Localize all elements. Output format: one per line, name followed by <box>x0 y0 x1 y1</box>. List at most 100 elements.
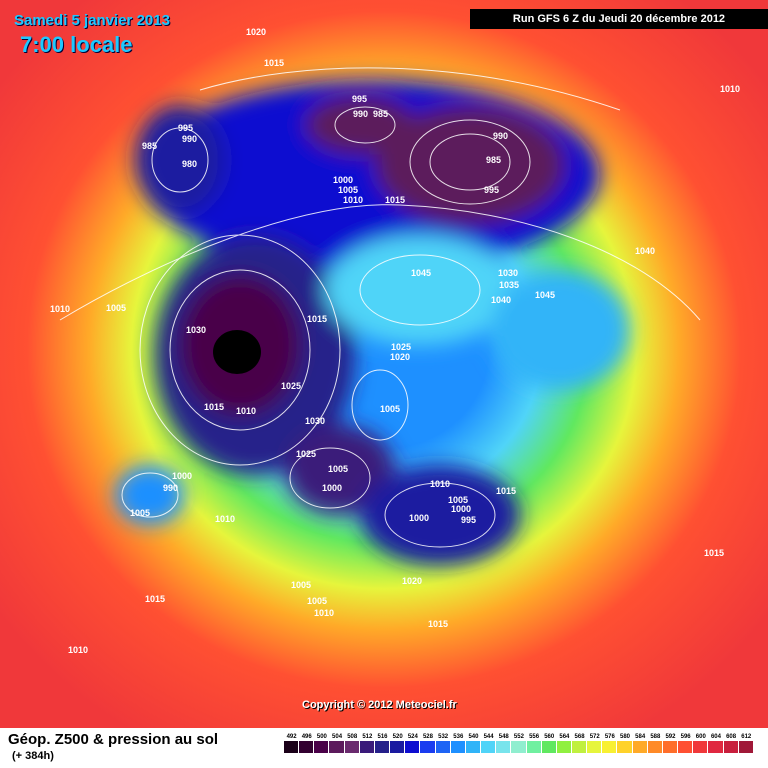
pressure-label: 995 <box>461 515 476 525</box>
pressure-label: 1000 <box>333 175 353 185</box>
pressure-label: 1020 <box>246 27 266 37</box>
legend-label: 544 <box>483 734 494 740</box>
pressure-label: 1005 <box>307 596 327 606</box>
legend-swatch <box>481 741 497 753</box>
legend-swatch <box>526 741 542 753</box>
pressure-label: 1005 <box>448 495 468 505</box>
pressure-label: 1010 <box>343 195 363 205</box>
pressure-label: 985 <box>486 155 501 165</box>
pressure-label: 1030 <box>186 325 206 335</box>
pressure-label: 1015 <box>204 402 224 412</box>
pressure-label: 985 <box>373 109 388 119</box>
legend-swatch <box>602 741 618 753</box>
pressure-label: 1015 <box>428 619 448 629</box>
pressure-label: 1020 <box>390 352 410 362</box>
legend-swatch <box>465 741 482 753</box>
legend-label: 540 <box>468 734 479 740</box>
legend-labels: 492 496 500 504 508 512 516 520 524 528 532 536 540 5… <box>284 734 754 740</box>
legend-swatch <box>511 741 527 753</box>
legend-label: 548 <box>498 734 509 740</box>
legend-bar <box>284 741 754 753</box>
pressure-label: 1045 <box>411 268 431 278</box>
pressure-label: 985 <box>142 141 157 151</box>
pressure-label: 1000 <box>172 471 192 481</box>
legend-swatch <box>374 741 391 753</box>
legend-label: 492 <box>286 734 297 740</box>
pressure-label: 1045 <box>535 290 555 300</box>
pressure-label: 1015 <box>496 486 516 496</box>
legend-swatch <box>450 741 466 753</box>
legend-swatch <box>359 741 375 753</box>
legend-label: 608 <box>726 734 737 740</box>
pressure-label: 1020 <box>402 576 422 586</box>
pressure-label: 995 <box>352 94 367 104</box>
legend-label: 592 <box>665 734 676 740</box>
pressure-label: 995 <box>178 123 193 133</box>
pressure-label: 1010 <box>430 479 450 489</box>
pressure-label: 1005 <box>106 303 126 313</box>
low-center <box>213 330 261 374</box>
legend-label: 496 <box>301 734 312 740</box>
color-legend: 492 496 500 504 508 512 516 520 524 528 532 536 540 5… <box>284 734 754 764</box>
legend-label: 596 <box>680 734 691 740</box>
copyright: Copyright © 2012 Meteociel.fr <box>302 699 457 711</box>
legend-label: 580 <box>620 734 631 740</box>
legend-swatch <box>329 741 345 753</box>
legend-label: 524 <box>407 734 418 740</box>
map-title: Géop. Z500 & pression au sol <box>8 731 219 748</box>
legend-label: 576 <box>604 734 615 740</box>
pressure-label: 1000 <box>409 513 429 523</box>
forecast-range: (+ 384h) <box>12 750 54 762</box>
legend-label: 588 <box>650 734 661 740</box>
forecast-time: 7:00 locale <box>20 32 133 57</box>
pressure-label: 1015 <box>704 548 724 558</box>
pressure-label: 990 <box>182 134 197 144</box>
pressure-label: 1000 <box>451 504 471 514</box>
pressure-label: 1010 <box>236 406 256 416</box>
pressure-label: 1025 <box>281 381 301 391</box>
pressure-label: 1015 <box>385 195 405 205</box>
legend-label: 572 <box>589 734 600 740</box>
legend-label: 508 <box>347 734 358 740</box>
legend-label: 552 <box>513 734 524 740</box>
legend-swatch <box>344 741 360 753</box>
pressure-label: 1010 <box>68 645 88 655</box>
legend-label: 504 <box>332 734 343 740</box>
pressure-label: 980 <box>182 159 197 169</box>
pressure-label: 1005 <box>380 404 400 414</box>
pressure-label: 1010 <box>720 84 740 94</box>
pressure-label: 1015 <box>145 594 165 604</box>
legend-label: 512 <box>362 734 373 740</box>
pressure-label: 1005 <box>338 185 358 195</box>
legend-swatch <box>738 741 754 753</box>
forecast-date: Samedi 5 janvier 2013 <box>14 12 170 29</box>
pressure-label: 995 <box>484 185 499 195</box>
legend-swatch <box>678 741 694 753</box>
pressure-label: 1015 <box>307 314 327 324</box>
pressure-label: 990 <box>493 131 508 141</box>
pressure-label: 1005 <box>328 464 348 474</box>
legend-label: 612 <box>741 734 752 740</box>
pressure-label: 1005 <box>291 580 311 590</box>
legend-label: 532 <box>438 734 449 740</box>
pressure-label: 990 <box>353 109 368 119</box>
legend-swatch <box>420 741 436 753</box>
legend-label: 520 <box>392 734 403 740</box>
pressure-label: 1015 <box>264 58 284 68</box>
legend-swatch <box>587 741 603 753</box>
legend-label: 604 <box>710 734 721 740</box>
run-info: Run GFS 6 Z du Jeudi 20 décembre 2012 <box>470 9 768 29</box>
pressure-label: 1000 <box>322 483 342 493</box>
legend-label: 500 <box>316 734 327 740</box>
legend-swatch <box>541 741 557 753</box>
legend-swatch <box>390 741 406 753</box>
legend-label: 516 <box>377 734 388 740</box>
pressure-label: 1025 <box>391 342 411 352</box>
legend-label: 536 <box>453 734 464 740</box>
legend-swatch <box>693 741 709 753</box>
legend-swatch <box>617 741 633 753</box>
legend-label: 560 <box>544 734 555 740</box>
legend-swatch <box>708 741 724 753</box>
